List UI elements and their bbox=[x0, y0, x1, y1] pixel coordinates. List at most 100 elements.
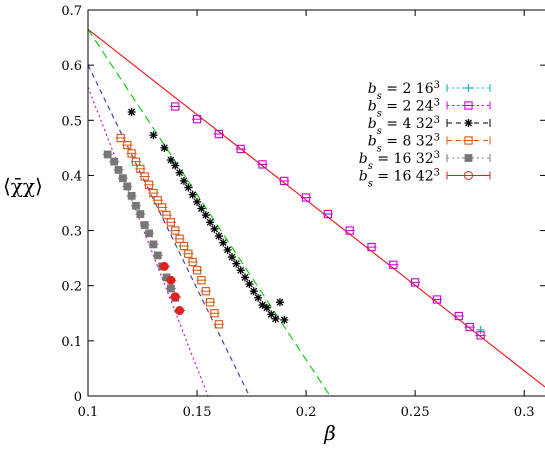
data-point bbox=[161, 210, 172, 220]
data-point bbox=[214, 232, 223, 241]
data-point bbox=[232, 259, 241, 268]
data-point bbox=[191, 115, 203, 124]
legend-label: bs = 4 323 bbox=[368, 115, 440, 137]
data-point bbox=[201, 211, 210, 220]
plot-frame bbox=[87, 9, 545, 397]
legend-marker bbox=[464, 171, 473, 180]
data-point bbox=[152, 251, 163, 260]
data-point bbox=[130, 157, 142, 166]
y-tick-label: 0.1 bbox=[61, 335, 82, 350]
data-point bbox=[122, 182, 133, 191]
data-point bbox=[219, 238, 228, 247]
data-point bbox=[254, 293, 263, 302]
data-point bbox=[453, 311, 464, 321]
data-point bbox=[245, 280, 254, 289]
data-point bbox=[262, 303, 271, 312]
x-tick-label: 0.15 bbox=[183, 405, 212, 420]
legend-label: bs = 16 323 bbox=[359, 150, 440, 172]
data-point bbox=[171, 161, 180, 170]
data-point bbox=[179, 176, 188, 185]
legend-marker bbox=[463, 154, 474, 162]
data-point bbox=[109, 157, 120, 166]
data-point bbox=[139, 172, 150, 181]
y-axis-label: ⟨χ̄χ⟩ bbox=[3, 174, 43, 198]
y-tick-label: 0.7 bbox=[61, 4, 82, 19]
y-tick-label: 0.2 bbox=[61, 280, 82, 295]
y-tick-label: 0.5 bbox=[61, 114, 82, 129]
data-point bbox=[249, 287, 258, 296]
data-point bbox=[388, 260, 399, 269]
data-point bbox=[126, 149, 137, 158]
data-point bbox=[476, 325, 485, 334]
data-point bbox=[166, 155, 175, 164]
x-tick-label: 0.1 bbox=[78, 405, 99, 420]
data-point bbox=[213, 129, 224, 139]
data-point bbox=[144, 229, 155, 238]
data-point bbox=[197, 204, 206, 213]
data-point bbox=[267, 310, 276, 319]
data-point bbox=[206, 218, 215, 227]
axis-ticks: 0.1 0.15 0.2 0.25 0.300.10.20.30.40.50.60.7 bbox=[61, 4, 545, 420]
data-point bbox=[191, 266, 203, 275]
data-point bbox=[209, 309, 220, 318]
data-point bbox=[235, 144, 246, 154]
data-point bbox=[174, 306, 186, 316]
data-point bbox=[170, 102, 181, 111]
data-point bbox=[344, 226, 355, 235]
data-point bbox=[148, 188, 159, 198]
data-point bbox=[280, 315, 289, 324]
data-point bbox=[158, 261, 170, 271]
data-point bbox=[366, 242, 377, 252]
fit-line bbox=[88, 87, 209, 396]
data-point bbox=[139, 221, 150, 229]
data-point bbox=[322, 209, 334, 219]
legend-marker bbox=[464, 84, 473, 92]
data-point bbox=[258, 301, 267, 310]
legend-label: bs = 2 163 bbox=[368, 80, 440, 102]
data-point bbox=[135, 164, 146, 173]
data-point bbox=[431, 295, 443, 304]
x-tick-label: 0.2 bbox=[296, 405, 317, 420]
y-tick-label: 0 bbox=[74, 390, 82, 405]
data-point bbox=[130, 201, 141, 210]
data-point bbox=[205, 298, 216, 307]
fit-line bbox=[88, 28, 545, 388]
legend-marker bbox=[463, 101, 474, 110]
data-point bbox=[213, 320, 224, 329]
data-point bbox=[165, 275, 177, 285]
data-points bbox=[102, 102, 486, 340]
data-point bbox=[227, 253, 236, 262]
data-point bbox=[174, 234, 185, 243]
data-point bbox=[184, 183, 193, 192]
legend-label: bs = 2 243 bbox=[368, 97, 440, 119]
data-point bbox=[175, 168, 184, 177]
data-point bbox=[410, 278, 421, 287]
x-axis-label: β bbox=[323, 421, 336, 445]
data-point bbox=[223, 245, 232, 254]
data-point bbox=[102, 150, 113, 159]
fit-lines bbox=[88, 28, 545, 396]
data-point bbox=[115, 133, 126, 143]
data-point bbox=[113, 166, 124, 174]
data-point bbox=[196, 276, 207, 285]
x-tick-label: 0.25 bbox=[401, 405, 430, 420]
y-tick-label: 0.3 bbox=[61, 225, 82, 240]
fit-line bbox=[88, 64, 250, 396]
data-point bbox=[193, 197, 202, 206]
data-point bbox=[178, 241, 190, 251]
data-point bbox=[183, 249, 194, 258]
data-point bbox=[187, 257, 198, 267]
data-point bbox=[188, 190, 197, 199]
data-point bbox=[165, 218, 176, 227]
data-point bbox=[271, 314, 280, 323]
y-tick-label: 0.6 bbox=[61, 59, 82, 74]
data-point bbox=[135, 210, 146, 218]
data-point bbox=[126, 191, 137, 200]
data-point bbox=[160, 143, 169, 152]
fit-line bbox=[88, 28, 331, 396]
data-point bbox=[149, 131, 158, 140]
legend-label: bs = 8 323 bbox=[368, 132, 440, 154]
data-point bbox=[257, 160, 268, 169]
